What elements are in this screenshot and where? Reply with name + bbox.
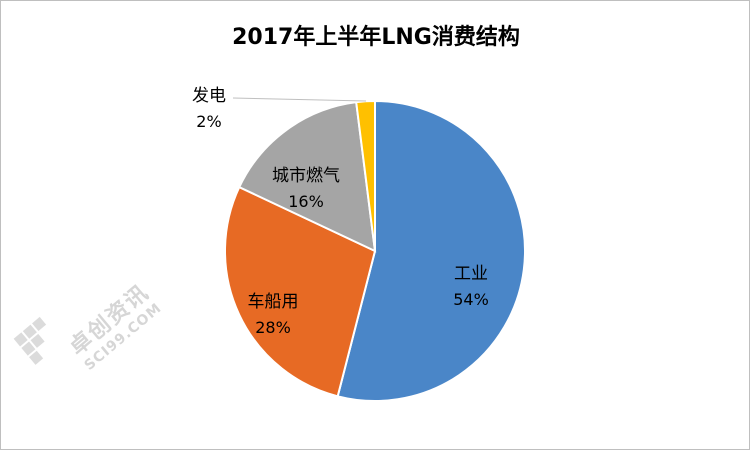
leader-line-3 [232,97,367,102]
watermark: 卓创资讯 SCI99.COM [9,280,179,441]
slice-value-3: 2% [196,112,221,131]
slice-label-2: 城市燃气 [272,166,340,186]
watermark-logo-icon [13,316,47,365]
slice-value-1: 28% [255,318,291,337]
pie-slice-2 [237,101,377,253]
chart-title: 2017年上半年LNG消费结构 [232,25,520,50]
slice-label-0: 工业 [454,264,488,284]
slice-label-3: 发电 [192,86,226,106]
slice-value-2: 16% [288,192,324,211]
pie-slice-0 [336,99,526,402]
slice-label-1: 车船用 [248,292,299,312]
slice-value-0: 54% [453,290,489,309]
pie-slice-1 [224,185,377,398]
